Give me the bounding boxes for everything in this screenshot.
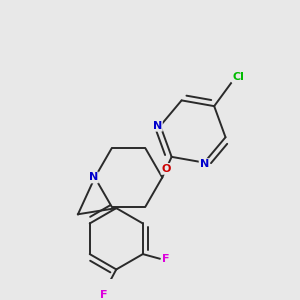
Text: N: N bbox=[89, 172, 98, 182]
Text: N: N bbox=[200, 159, 209, 169]
Text: N: N bbox=[153, 121, 162, 131]
Text: O: O bbox=[161, 164, 171, 174]
Text: F: F bbox=[100, 290, 108, 300]
Text: Cl: Cl bbox=[233, 72, 244, 82]
Text: F: F bbox=[162, 254, 169, 264]
